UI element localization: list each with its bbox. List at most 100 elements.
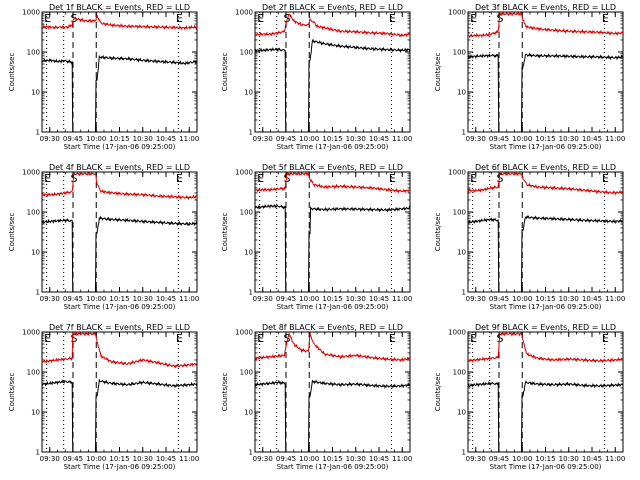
x-axis-label: Start Time (17-Jan-06 09:25:00) — [277, 303, 389, 311]
series-events-line — [254, 379, 411, 453]
y-tick-label: 10 — [457, 89, 466, 97]
panel-title: Det 8f BLACK = Events, RED = LLD — [262, 323, 403, 332]
panel-title: Det 5f BLACK = Events, RED = LLD — [262, 163, 403, 172]
y-tick-label: 1000 — [22, 329, 40, 337]
marker-label: E — [176, 332, 183, 345]
y-tick-label: 1 — [462, 129, 466, 137]
y-tick-label: 1 — [462, 449, 466, 457]
x-tick-label: 09:30 — [40, 135, 60, 143]
y-tick-label: 1000 — [448, 9, 466, 17]
marker-label: S — [71, 172, 78, 185]
series-events-line — [41, 378, 198, 453]
series-lld-line — [467, 331, 624, 364]
marker-label: E — [602, 172, 609, 185]
marker-label: E — [176, 172, 183, 185]
marker-label: E — [257, 172, 264, 185]
y-tick-label: 1000 — [22, 169, 40, 177]
marker-label: E — [44, 12, 51, 25]
x-tick-label: 10:15 — [109, 295, 129, 303]
x-tick-label: 09:30 — [40, 295, 60, 303]
x-tick-label: 10:15 — [109, 455, 129, 463]
x-tick-label: 10:15 — [535, 295, 555, 303]
y-tick-label: 1000 — [448, 169, 466, 177]
marker-label: E — [257, 332, 264, 345]
x-axis-label: Start Time (17-Jan-06 09:25:00) — [490, 463, 602, 471]
y-tick-label: 1 — [36, 289, 40, 297]
x-axis-label: Start Time (17-Jan-06 09:25:00) — [277, 463, 389, 471]
x-tick-label: 10:00 — [86, 455, 106, 463]
marker-label: E — [470, 12, 477, 25]
y-tick-label: 1000 — [22, 9, 40, 17]
x-tick-label: 10:45 — [582, 295, 602, 303]
x-tick-label: 09:30 — [253, 135, 273, 143]
series-lld-line — [254, 331, 411, 363]
series-events-line — [41, 215, 198, 293]
x-axis-label: Start Time (17-Jan-06 09:25:00) — [64, 143, 176, 151]
y-tick-label: 100 — [27, 49, 40, 57]
x-tick-label: 09:45 — [63, 295, 83, 303]
panel-title: Det 7f BLACK = Events, RED = LLD — [49, 323, 190, 332]
panel-title: Det 9f BLACK = Events, RED = LLD — [475, 323, 616, 332]
x-tick-label: 10:00 — [512, 455, 532, 463]
y-tick-label: 10 — [244, 249, 253, 257]
x-tick-label: 10:30 — [559, 135, 579, 143]
x-tick-label: 10:00 — [512, 135, 532, 143]
x-tick-label: 09:45 — [276, 135, 296, 143]
marker-label: E — [257, 12, 264, 25]
marker-label: E — [389, 172, 396, 185]
panel-det-3: Det 3f BLACK = Events, RED = LLD 1000 100 1… — [434, 3, 625, 151]
series-events-line — [41, 54, 197, 133]
x-tick-label: 10:45 — [369, 295, 389, 303]
marker-label: E — [470, 172, 477, 185]
x-tick-label: 10:45 — [582, 135, 602, 143]
x-tick-label: 10:15 — [322, 455, 342, 463]
x-tick-label: 11:00 — [179, 135, 199, 143]
x-tick-label: 10:15 — [535, 455, 555, 463]
x-tick-label: 09:45 — [489, 295, 509, 303]
panel-det-9: Det 9f BLACK = Events, RED = LLD 1000 100 1… — [434, 323, 625, 471]
marker-label: E — [44, 172, 51, 185]
x-tick-label: 10:45 — [156, 455, 176, 463]
x-tick-label: 11:00 — [179, 295, 199, 303]
x-tick-label: 10:45 — [369, 135, 389, 143]
panel-det-8: Det 8f BLACK = Events, RED = LLD 1000 100 1… — [221, 323, 412, 471]
series-events-line — [467, 52, 624, 133]
x-tick-label: 10:30 — [346, 135, 366, 143]
x-tick-label: 10:15 — [322, 135, 342, 143]
y-tick-label: 1 — [249, 129, 253, 137]
x-tick-label: 10:30 — [133, 295, 153, 303]
x-tick-label: 11:00 — [605, 295, 625, 303]
y-tick-label: 1000 — [235, 169, 253, 177]
y-tick-label: 10 — [457, 249, 466, 257]
panel-title: Det 4f BLACK = Events, RED = LLD — [49, 163, 190, 172]
marker-label: S — [71, 332, 78, 345]
panel-title: Det 3f BLACK = Events, RED = LLD — [475, 3, 616, 12]
y-tick-label: 100 — [453, 369, 466, 377]
series-lld-line — [41, 331, 198, 369]
y-tick-label: 1 — [36, 129, 40, 137]
y-tick-label: 1 — [249, 289, 253, 297]
y-tick-label: 1 — [462, 289, 466, 297]
x-tick-label: 11:00 — [392, 455, 412, 463]
panel-det-2: Det 2f BLACK = Events, RED = LLD 1000 100 1… — [221, 3, 412, 151]
x-tick-label: 09:45 — [63, 455, 83, 463]
x-tick-label: 10:30 — [559, 295, 579, 303]
y-tick-label: 100 — [453, 49, 466, 57]
panel-det-7: Det 7f BLACK = Events, RED = LLD 1000 100 1… — [8, 323, 199, 471]
series-events-line — [254, 203, 411, 293]
x-tick-label: 10:30 — [346, 295, 366, 303]
panel-title: Det 6f BLACK = Events, RED = LLD — [475, 163, 616, 172]
panel-title: Det 1f BLACK = Events, RED = LLD — [49, 3, 190, 12]
x-tick-label: 10:00 — [512, 295, 532, 303]
y-axis-label: Counts/sec — [434, 213, 442, 252]
x-tick-label: 09:45 — [63, 135, 83, 143]
panel-det-1: Det 1f BLACK = Events, RED = LLD 1000 100 1… — [8, 3, 199, 151]
series-lld-line — [468, 10, 624, 39]
x-axis-label: Start Time (17-Jan-06 09:25:00) — [277, 143, 389, 151]
x-tick-label: 10:00 — [299, 455, 319, 463]
x-tick-label: 11:00 — [605, 455, 625, 463]
y-tick-label: 10 — [244, 409, 253, 417]
x-axis-label: Start Time (17-Jan-06 09:25:00) — [490, 143, 602, 151]
